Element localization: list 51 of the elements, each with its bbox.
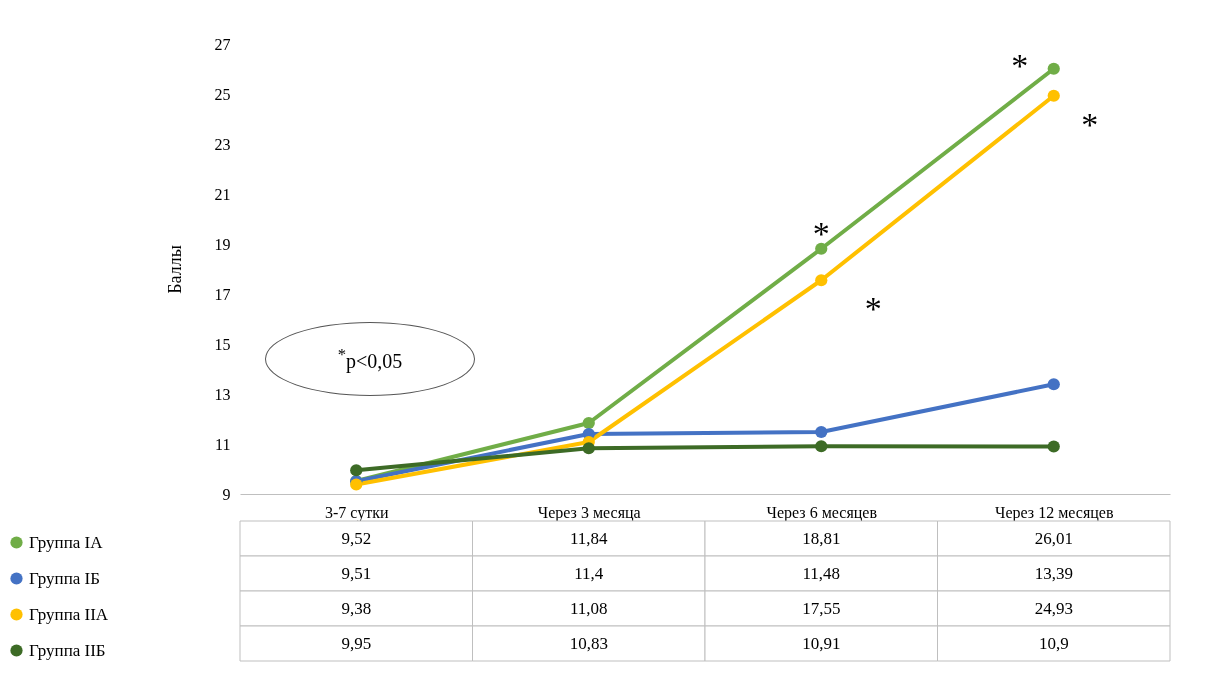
data-label: 18,81 xyxy=(802,528,841,548)
annotation: * xyxy=(812,214,830,252)
data-label: 10,83 xyxy=(569,633,608,653)
annotation: * xyxy=(1011,46,1029,84)
data-label: 11,4 xyxy=(574,563,604,583)
y-tick-label: 15 xyxy=(214,335,231,353)
data-label: 9,51 xyxy=(341,563,372,583)
legend-label: Группа IБ xyxy=(29,568,100,588)
point xyxy=(1047,378,1060,391)
y-tick-label: 19 xyxy=(214,235,231,253)
y-tick-label: 27 xyxy=(214,35,231,53)
point xyxy=(1047,89,1060,102)
legend-label: Группа IА xyxy=(29,532,104,552)
y-tick-label: 25 xyxy=(214,85,231,103)
y-tick-label: 13 xyxy=(214,385,231,403)
data-label: 11,48 xyxy=(802,563,841,583)
point xyxy=(815,440,828,453)
x-tick-label: Через 6 месяцев xyxy=(766,503,878,522)
x-tick-label: 3-7 сутки xyxy=(324,503,389,522)
annotation: * xyxy=(864,290,882,328)
data-label: 9,95 xyxy=(341,633,372,653)
legend-label: Группа IIБ xyxy=(29,640,106,660)
point xyxy=(582,442,595,455)
y-tick-label: 21 xyxy=(214,185,231,203)
point xyxy=(582,416,595,430)
point xyxy=(815,242,828,255)
y-tick-label: 23 xyxy=(214,135,231,153)
data-label: 13,39 xyxy=(1034,563,1073,583)
y-axis-title: Баллы xyxy=(164,245,185,294)
annotation: $^{*}$p<0,05 xyxy=(337,345,403,373)
data-label: 26,01 xyxy=(1034,528,1073,548)
point xyxy=(1047,440,1060,453)
data-label: 10,91 xyxy=(802,633,841,653)
y-tick-label: 17 xyxy=(214,285,231,303)
point xyxy=(815,274,828,287)
point xyxy=(1047,62,1060,75)
data-label: 11,08 xyxy=(569,598,608,618)
x-tick-label: Через 12 месяцев xyxy=(995,503,1114,522)
data-label: 24,93 xyxy=(1034,598,1073,618)
data-label: 11,84 xyxy=(569,528,609,548)
y-tick-label: 9 xyxy=(222,485,231,503)
point xyxy=(815,425,828,439)
y-tick-label: 11 xyxy=(215,435,231,453)
data-label: 9,38 xyxy=(341,598,372,618)
annotation: * xyxy=(1081,105,1099,143)
data-label: 10,9 xyxy=(1038,633,1069,653)
data-label: 9,52 xyxy=(341,528,372,548)
x-tick-label: Через 3 месяца xyxy=(537,503,641,522)
point xyxy=(350,464,363,477)
legend-label: Группа IIА xyxy=(29,604,109,624)
data-label: 17,55 xyxy=(802,598,841,618)
